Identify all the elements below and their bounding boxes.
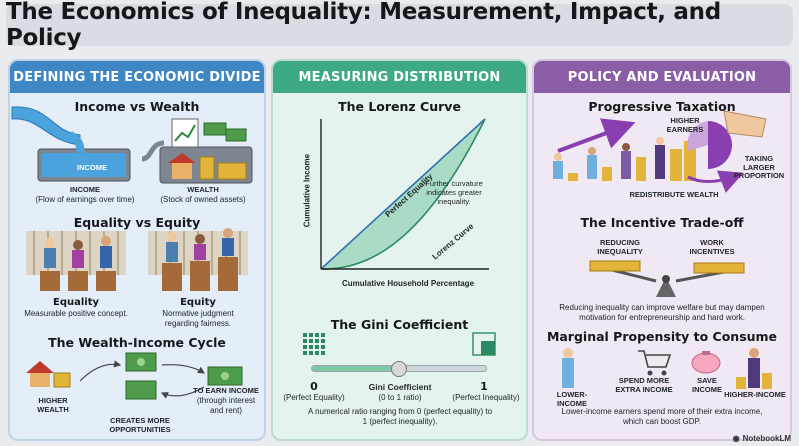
work-label: WORK INCENTIVES (689, 238, 735, 256)
taking-larger-label: TAKING LARGER PROPORTION (733, 154, 785, 181)
title-bar: The Economics of Inequality: Measurement… (6, 0, 793, 51)
gini-slider-fill (312, 366, 399, 371)
gini-right-label: (Perfect Inequality) (452, 393, 520, 402)
progressive-tax-icon (553, 110, 767, 193)
brand-mark: ◉ NotebookLM (733, 434, 791, 443)
income-wealth-heading: Income vs Wealth (74, 99, 200, 114)
higher-wealth-label: HIGHER WEALTH (37, 396, 69, 414)
mpc-people-icon (562, 348, 772, 389)
opportunities-label: CREATES MORE OPPORTUNITIES (109, 416, 171, 434)
equity-label: Equity (180, 297, 216, 308)
save-income-label: SAVE INCOME (692, 376, 722, 394)
cycle-heading: The Wealth-Income Cycle (48, 335, 226, 350)
gini-grid-icon-right (472, 332, 496, 356)
wealth-vault-icon (141, 118, 253, 184)
panel-measuring: MEASURING DISTRIBUTION The Lorenz Curve … (271, 59, 528, 441)
equality-sub: Measurable positive concept. (24, 309, 128, 318)
equality-people-icon (26, 231, 126, 291)
gini-center-label: Gini Coefficient (368, 382, 432, 392)
higher-earners-label: HIGHER EARNERS (666, 116, 704, 134)
gini-slider-knob[interactable] (391, 361, 407, 377)
income-label: INCOME (70, 185, 100, 194)
balance-scale-icon (589, 260, 745, 297)
lorenz-note: Further curvature indicates greater ineq… (425, 179, 483, 206)
page-title: The Economics of Inequality: Measurement… (6, 0, 721, 51)
spend-more-label: SPEND MORE EXTRA INCOME (615, 376, 673, 394)
tradeoff-heading: The Incentive Trade-off (580, 215, 744, 230)
lorenz-heading: The Lorenz Curve (338, 99, 461, 114)
income-flow-label: INCOME (77, 163, 107, 172)
notebooklm-icon: ◉ (732, 434, 740, 443)
equity-people-icon (148, 228, 248, 291)
panel-policy: POLICY AND EVALUATION Progressive Taxati… (532, 59, 792, 441)
gini-left-value: 0 (310, 380, 318, 393)
lorenz-xlabel: Cumulative Household Percentage (341, 279, 475, 288)
wealth-sub: (Stock of owned assets) (160, 195, 246, 204)
gini-slider-track (311, 361, 487, 377)
tradeoff-description: Reducing inequality can improve welfare … (559, 303, 765, 322)
lower-income-label: LOWER-INCOME (556, 390, 588, 408)
equality-equity-heading: Equality vs Equity (73, 215, 201, 230)
wealth-label: WEALTH (187, 185, 219, 194)
brand-label: NotebookLM (742, 434, 791, 443)
panel-header-measuring: MEASURING DISTRIBUTION (273, 61, 526, 93)
redistribute-label: REDISTRIBUTE WEALTH (629, 190, 719, 199)
equality-line (320, 118, 486, 270)
reducing-label: REDUCING INEQUALITY (597, 238, 643, 256)
equity-sub: Normative judgment regarding fairness. (162, 309, 234, 328)
gini-right-value: 1 (480, 380, 488, 393)
to-earn-label: TO EARN INCOME (193, 386, 259, 395)
panel-defining: DEFINING THE ECONOMIC DIVIDE Income vs W… (8, 59, 266, 441)
gini-description: A numerical ratio ranging from 0 (perfec… (307, 407, 493, 426)
higher-income-label: HIGHER-INCOME (724, 390, 786, 399)
income-flow-icon (11, 106, 131, 182)
panel-header-policy: POLICY AND EVALUATION (534, 61, 790, 93)
mpc-heading: Marginal Propensity to Consume (546, 329, 778, 344)
gini-left-label: (Perfect Equality) (283, 393, 345, 402)
wealth-income-cycle-icon (26, 352, 243, 400)
gini-heading: The Gini Coefficient (330, 317, 469, 332)
income-sub: (Flow of earnings over time) (35, 195, 135, 204)
lorenz-ylabel: Cumulative Income (302, 153, 312, 228)
mpc-description: Lower-income earners spend more of their… (561, 407, 763, 426)
to-earn-sub: (through interest and rent) (196, 396, 256, 415)
panel-header-defining: DEFINING THE ECONOMIC DIVIDE (10, 61, 264, 93)
lorenz-chart (320, 118, 489, 270)
gini-center-sub: (0 to 1 ratio) (378, 393, 422, 402)
lorenz-curve-line (321, 118, 486, 270)
gini-grid-icon-left (303, 333, 325, 355)
taxation-heading: Progressive Taxation (588, 99, 736, 114)
equality-label: Equality (52, 297, 99, 308)
